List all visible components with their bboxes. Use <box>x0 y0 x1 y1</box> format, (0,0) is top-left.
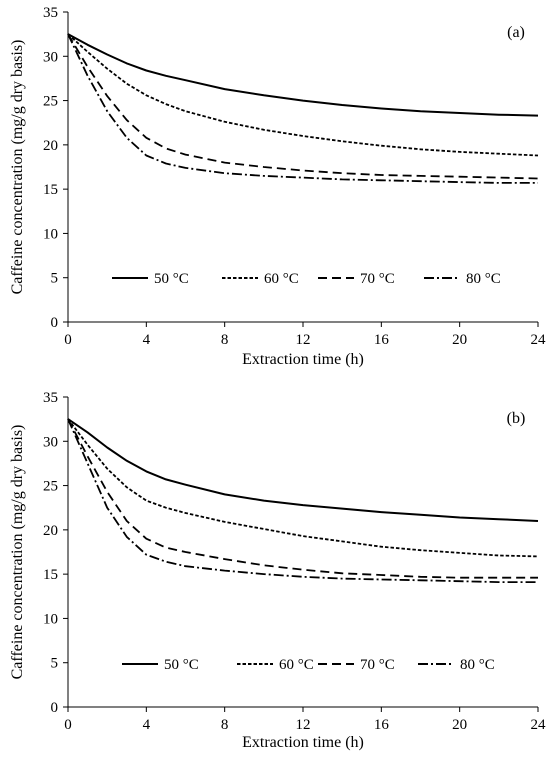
series-line-80c <box>67 33 538 184</box>
y-tick-label: 25 <box>43 479 58 495</box>
y-tick-label: 15 <box>43 567 58 583</box>
y-tick-label: 0 <box>51 315 59 331</box>
legend-label: 70 °C <box>360 271 395 287</box>
legend-label: 80 °C <box>460 657 495 673</box>
x-tick-label: 4 <box>143 332 151 348</box>
y-tick-label: 35 <box>43 5 58 21</box>
y-tick-label: 15 <box>43 182 58 198</box>
y-tick-label: 0 <box>51 700 59 716</box>
x-tick-label: 20 <box>452 332 467 348</box>
y-tick-label: 20 <box>43 523 58 539</box>
x-tick-label: 24 <box>531 332 547 348</box>
series-line-80c <box>67 418 538 583</box>
x-tick-label: 0 <box>64 332 72 348</box>
series-line-60c <box>67 33 539 157</box>
x-axis-title: Extraction time (h) <box>242 734 364 751</box>
series-line-50c <box>67 418 539 522</box>
chart-panel-a: 0 5 10 15 20 25 30 35 0 4 8 12 16 20 24 Extraction time… <box>9 5 546 368</box>
y-tick-label: 10 <box>43 611 58 627</box>
x-tick-label: 8 <box>221 332 229 348</box>
y-axis-title: Caffeine concentration (mg/g dry basis) <box>9 425 26 680</box>
y-tick-label: 35 <box>43 390 58 406</box>
series-line-60c <box>67 418 539 558</box>
x-tick-label: 16 <box>374 717 390 733</box>
x-tick-label: 0 <box>64 717 72 733</box>
panel-label: (b) <box>507 410 526 427</box>
x-tick-label: 16 <box>374 332 390 348</box>
series-line-70c <box>67 418 538 579</box>
chart-panel-b: 0 5 10 15 20 25 30 35 0 4 8 12 16 20 24 Extraction time… <box>9 390 546 751</box>
y-tick-label: 10 <box>43 226 58 242</box>
series-line-50c <box>67 33 539 117</box>
x-tick-label: 4 <box>143 717 151 733</box>
legend-label: 50 °C <box>164 657 199 673</box>
x-axis-title: Extraction time (h) <box>242 351 364 368</box>
x-tick-label: 24 <box>531 717 547 733</box>
y-tick-label: 30 <box>43 49 58 65</box>
panel-label: (a) <box>507 24 525 41</box>
legend-label: 70 °C <box>360 657 395 673</box>
y-tick-label: 5 <box>51 271 59 287</box>
y-tick-label: 20 <box>43 138 58 154</box>
y-tick-label: 25 <box>43 94 58 110</box>
y-tick-label: 30 <box>43 434 58 450</box>
y-tick-label: 5 <box>51 656 59 672</box>
legend-label: 80 °C <box>466 271 501 287</box>
x-tick-label: 20 <box>452 717 467 733</box>
x-tick-label: 12 <box>296 332 311 348</box>
legend-label: 60 °C <box>264 271 299 287</box>
x-tick-label: 12 <box>296 717 311 733</box>
y-axis-title: Caffeine concentration (mg/g dry basis) <box>9 40 26 295</box>
series-line-70c <box>67 33 539 180</box>
x-tick-label: 8 <box>221 717 229 733</box>
legend-label: 60 °C <box>279 657 314 673</box>
legend-label: 50 °C <box>154 271 189 287</box>
